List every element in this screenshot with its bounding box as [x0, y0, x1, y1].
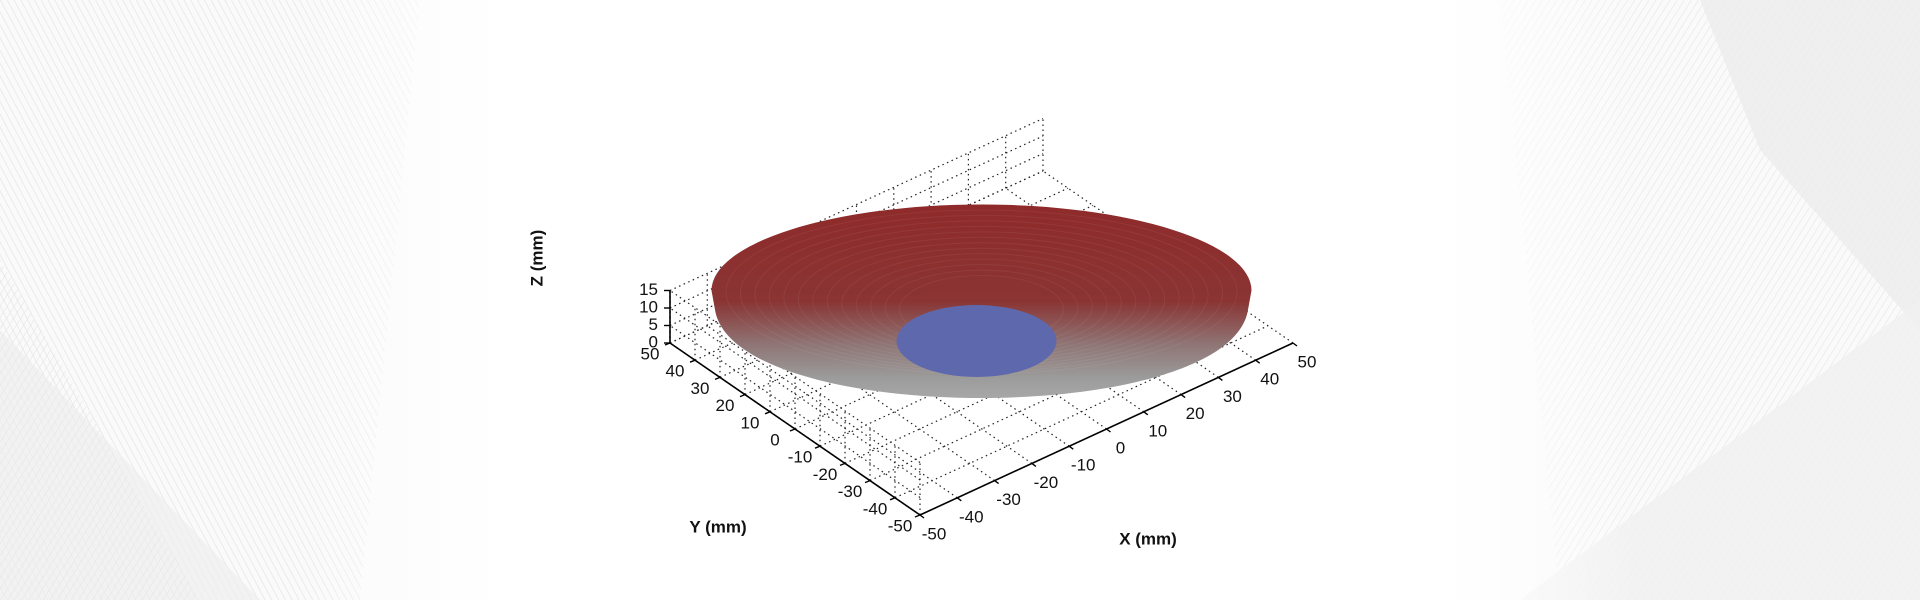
y-tick-label: 20: [716, 396, 735, 415]
bowl-surface-body: [711, 204, 1252, 398]
x-tick-label: -10: [1071, 456, 1096, 475]
y-tick-label: -50: [888, 516, 913, 535]
x-tick-label: -30: [996, 490, 1021, 509]
y-tick-label: 10: [741, 413, 760, 432]
z-tick-label: 0: [649, 332, 658, 351]
x-tick-label: -40: [959, 507, 984, 526]
floor-grid-line: [856, 256, 1107, 430]
y-tick-label: 50: [641, 344, 660, 363]
x-axis-label: X (mm): [1119, 529, 1177, 548]
y-axis-label: Y (mm): [689, 517, 746, 536]
tick-mark: [889, 497, 896, 501]
z-tick-label: 5: [649, 315, 658, 334]
tick-mark: [814, 445, 821, 449]
z-axis-label: Z (mm): [527, 230, 546, 287]
tick-mark: [1143, 411, 1149, 416]
y-tick-label: 0: [770, 430, 779, 449]
tick-mark: [914, 514, 921, 518]
tick-mark: [1180, 394, 1186, 399]
x-tick-label: 50: [1298, 352, 1317, 371]
tick-mark: [764, 411, 771, 415]
tick-mark: [956, 497, 962, 502]
tick-mark: [1068, 445, 1074, 450]
tick-mark: [1217, 376, 1223, 381]
z-tick-label: 10: [639, 297, 658, 316]
floor-grid-line: [818, 273, 1070, 447]
floor-grid-line: [744, 308, 995, 482]
bowl-surface: [711, 204, 1252, 398]
side-wall-grid-line: [669, 290, 921, 463]
axis-labels: X (mm) Y (mm) Z (mm): [527, 230, 1176, 549]
floor-grid-line: [706, 325, 958, 499]
tick-mark: [919, 514, 925, 519]
x-tick-label: -20: [1034, 473, 1059, 492]
y-tick-label: -10: [788, 448, 813, 467]
tick-mark: [864, 479, 871, 484]
tick-mark: [1031, 462, 1037, 467]
y-tick-label: 30: [691, 379, 710, 398]
x-tick-label: 30: [1223, 387, 1242, 406]
tick-mark: [1255, 359, 1261, 364]
x-tick-label: 0: [1116, 438, 1125, 457]
tick-mark: [789, 428, 796, 432]
tick-mark: [714, 376, 721, 381]
y-tick-label: -40: [863, 499, 888, 518]
bottom-disc: [896, 305, 1057, 377]
tick-mark: [994, 480, 1000, 485]
y-tick-label: -20: [813, 465, 838, 484]
floor-grid-line: [869, 308, 1244, 482]
tick-mark: [1106, 428, 1111, 433]
back-wall-grid-line: [669, 117, 1044, 292]
x-tick-label: 40: [1260, 370, 1279, 389]
side-wall-grid-line: [669, 325, 921, 498]
tick-mark: [839, 462, 846, 467]
tick-mark: [689, 359, 696, 363]
y-tick-label: -30: [838, 482, 863, 501]
tick-mark: [1292, 342, 1298, 347]
side-wall-grid-line: [669, 307, 921, 481]
x-tick-label: 10: [1148, 421, 1167, 440]
tick-labels: -50-40-30-20-1001020304050-50-40-30-20-1…: [639, 280, 1316, 544]
tick-mark: [739, 393, 746, 398]
x-tick-label: 20: [1186, 404, 1205, 423]
floor-grid-line: [894, 325, 1269, 499]
x-tick-label: -50: [922, 524, 947, 543]
floor-grid-line: [781, 290, 1033, 464]
y-tick-label: 40: [666, 362, 685, 381]
floor-grid-line: [1042, 170, 1294, 344]
z-tick-label: 15: [639, 280, 658, 299]
